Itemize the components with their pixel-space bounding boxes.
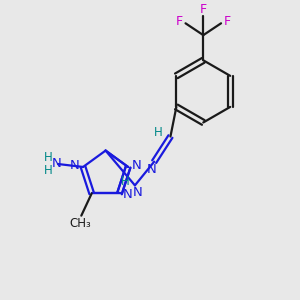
Text: H: H	[154, 126, 162, 139]
Text: N: N	[70, 159, 80, 172]
Text: F: F	[200, 3, 207, 16]
Text: H: H	[121, 175, 130, 188]
Text: F: F	[176, 15, 183, 28]
Text: N: N	[147, 163, 157, 176]
Text: H: H	[44, 151, 53, 164]
Text: CH₃: CH₃	[69, 218, 91, 230]
Text: N: N	[131, 159, 141, 172]
Text: N: N	[132, 186, 142, 199]
Text: N: N	[52, 158, 61, 170]
Text: F: F	[224, 15, 231, 28]
Text: H: H	[44, 164, 53, 177]
Text: N: N	[123, 188, 133, 201]
